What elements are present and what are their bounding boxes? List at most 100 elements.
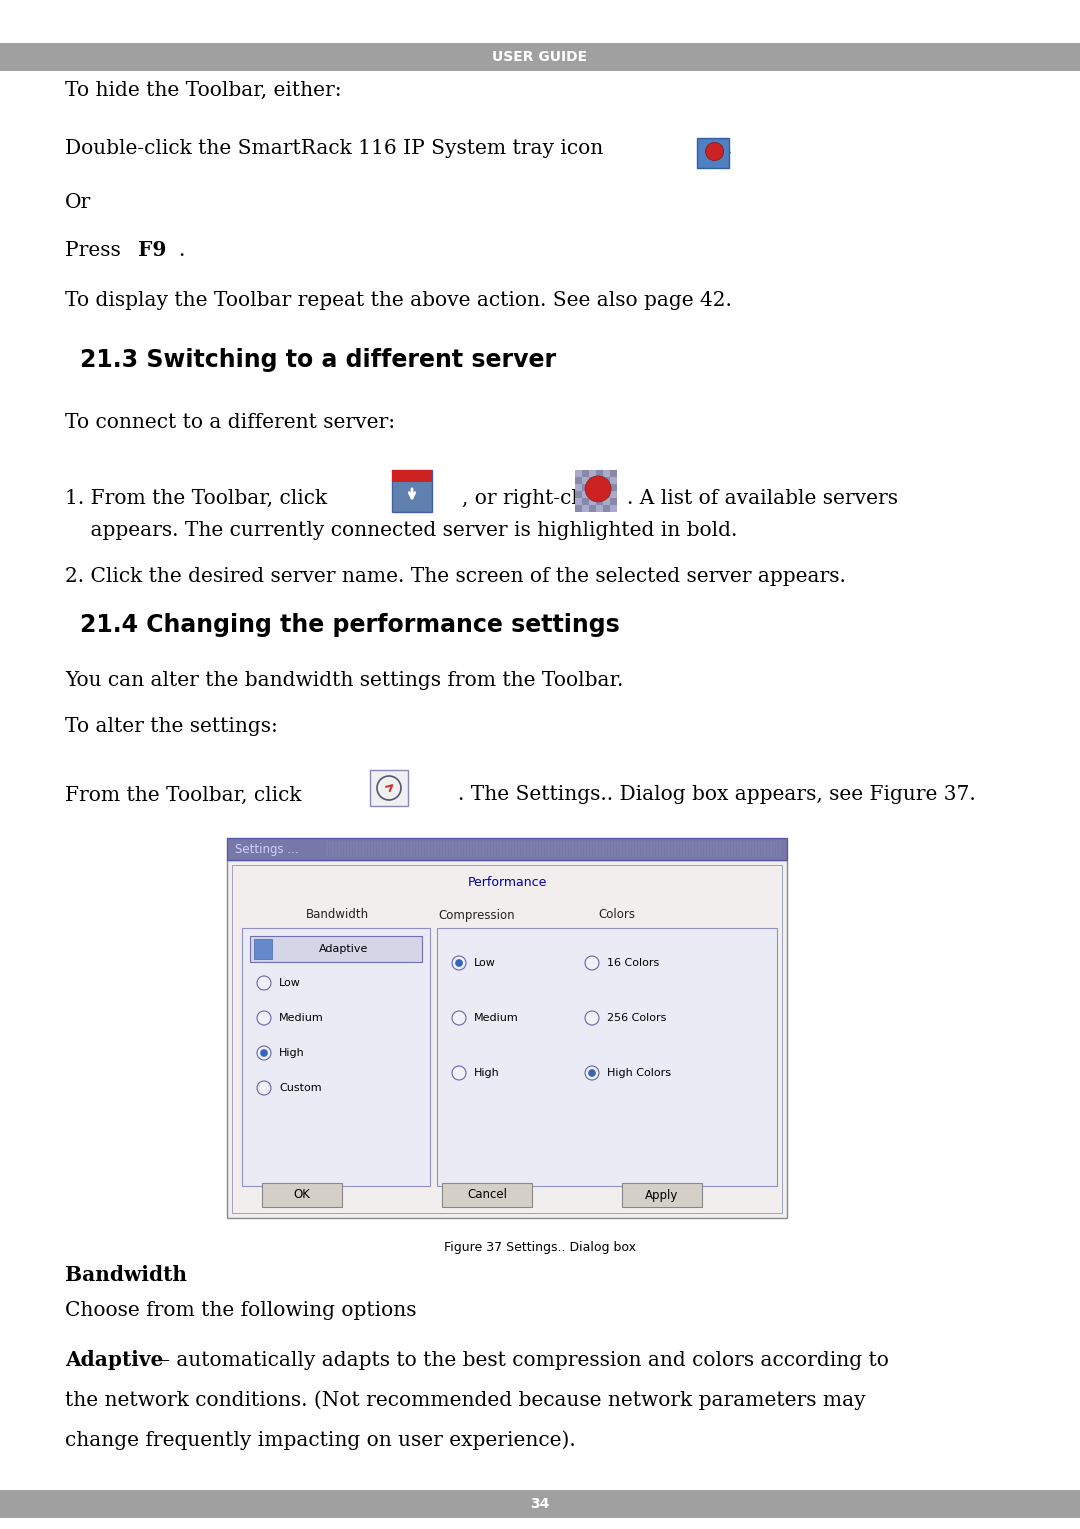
Text: Adaptive: Adaptive: [65, 1350, 163, 1370]
Bar: [582, 505, 589, 512]
Bar: [610, 505, 617, 512]
Bar: [442, 1183, 532, 1206]
Circle shape: [585, 476, 611, 502]
Bar: [589, 491, 596, 498]
Bar: [575, 477, 582, 485]
Circle shape: [455, 959, 463, 966]
Bar: [603, 505, 610, 512]
Bar: [603, 477, 610, 485]
Bar: [603, 491, 610, 498]
Circle shape: [585, 956, 599, 969]
Circle shape: [456, 1069, 458, 1072]
Text: Medium: Medium: [279, 1014, 324, 1023]
Bar: [589, 505, 596, 512]
Text: High: High: [279, 1047, 305, 1058]
Text: High Colors: High Colors: [607, 1067, 671, 1078]
Text: Choose from the following options: Choose from the following options: [65, 1301, 417, 1320]
Bar: [610, 491, 617, 498]
Text: 34: 34: [530, 1497, 550, 1511]
Text: Cancel: Cancel: [467, 1188, 507, 1202]
Circle shape: [260, 1015, 264, 1017]
Text: 256 Colors: 256 Colors: [607, 1014, 666, 1023]
Text: Or: Or: [65, 194, 91, 213]
Text: To display the Toolbar repeat the above action. See also page 42.: To display the Toolbar repeat the above …: [65, 291, 732, 309]
Bar: [603, 469, 610, 477]
Text: You can alter the bandwidth settings from the Toolbar.: You can alter the bandwidth settings fro…: [65, 671, 623, 690]
Bar: [242, 928, 430, 1187]
Circle shape: [257, 1081, 271, 1095]
Bar: [582, 498, 589, 505]
Bar: [262, 1183, 342, 1206]
Text: Low: Low: [474, 959, 496, 968]
Text: .: .: [725, 139, 731, 157]
Text: , or right-click: , or right-click: [462, 488, 608, 508]
Text: Apply: Apply: [646, 1188, 678, 1202]
Bar: [582, 477, 589, 485]
Text: – automatically adapts to the best compression and colors according to: – automatically adapts to the best compr…: [160, 1350, 889, 1370]
Bar: [254, 939, 272, 959]
Bar: [697, 138, 729, 168]
Circle shape: [705, 142, 724, 161]
Text: Adaptive: Adaptive: [320, 943, 368, 954]
Bar: [610, 498, 617, 505]
Bar: [603, 498, 610, 505]
Bar: [610, 477, 617, 485]
Bar: [610, 469, 617, 477]
Text: OK: OK: [294, 1188, 310, 1202]
Circle shape: [260, 1049, 268, 1057]
Circle shape: [453, 1011, 465, 1024]
Bar: [575, 505, 582, 512]
Circle shape: [456, 1015, 458, 1017]
Text: the network conditions. (Not recommended because network parameters may: the network conditions. (Not recommended…: [65, 1390, 866, 1410]
Bar: [596, 498, 603, 505]
Text: Bandwidth: Bandwidth: [306, 908, 368, 922]
Bar: [589, 485, 596, 491]
Text: Bandwidth: Bandwidth: [65, 1264, 187, 1284]
Text: . A list of available servers: . A list of available servers: [627, 488, 897, 508]
Text: From the Toolbar, click: From the Toolbar, click: [65, 786, 301, 804]
Circle shape: [257, 1046, 271, 1060]
Bar: [589, 477, 596, 485]
Bar: [0, 1489, 1080, 1518]
Text: Double-click the SmartRack 116 IP System tray icon: Double-click the SmartRack 116 IP System…: [65, 139, 604, 157]
Text: F9: F9: [138, 240, 166, 260]
Bar: [0, 43, 1080, 70]
Text: appears. The currently connected server is highlighted in bold.: appears. The currently connected server …: [65, 520, 738, 540]
Text: Press: Press: [65, 240, 127, 260]
Text: To connect to a different server:: To connect to a different server:: [65, 413, 395, 431]
Bar: [575, 485, 582, 491]
Bar: [596, 469, 603, 477]
Circle shape: [585, 1011, 599, 1024]
Bar: [589, 469, 596, 477]
Text: High: High: [474, 1067, 500, 1078]
Bar: [575, 469, 582, 477]
Text: Compression: Compression: [438, 908, 515, 922]
Bar: [596, 491, 603, 498]
Text: 1. From the Toolbar, click: 1. From the Toolbar, click: [65, 488, 327, 508]
Bar: [249, 936, 422, 962]
Circle shape: [260, 1084, 264, 1087]
Text: Colors: Colors: [598, 908, 635, 922]
Text: To hide the Toolbar, either:: To hide the Toolbar, either:: [65, 81, 341, 99]
Circle shape: [257, 1011, 271, 1024]
Bar: [596, 477, 603, 485]
Text: Low: Low: [279, 979, 301, 988]
Text: change frequently impacting on user experience).: change frequently impacting on user expe…: [65, 1430, 576, 1449]
Circle shape: [589, 1015, 592, 1017]
Bar: [582, 491, 589, 498]
Bar: [575, 491, 582, 498]
Bar: [582, 469, 589, 477]
Bar: [437, 928, 777, 1187]
Text: . The Settings.. Dialog box appears, see Figure 37.: . The Settings.. Dialog box appears, see…: [458, 786, 975, 804]
Bar: [227, 838, 787, 859]
Circle shape: [589, 1069, 596, 1076]
Circle shape: [260, 980, 264, 982]
Text: USER GUIDE: USER GUIDE: [492, 50, 588, 64]
Circle shape: [257, 976, 271, 989]
Bar: [392, 469, 432, 482]
Bar: [596, 485, 603, 491]
Bar: [575, 498, 582, 505]
Text: 2. Click the desired server name. The screen of the selected server appears.: 2. Click the desired server name. The sc…: [65, 567, 846, 587]
Bar: [582, 485, 589, 491]
Text: 21.4 Changing the performance settings: 21.4 Changing the performance settings: [80, 613, 620, 638]
